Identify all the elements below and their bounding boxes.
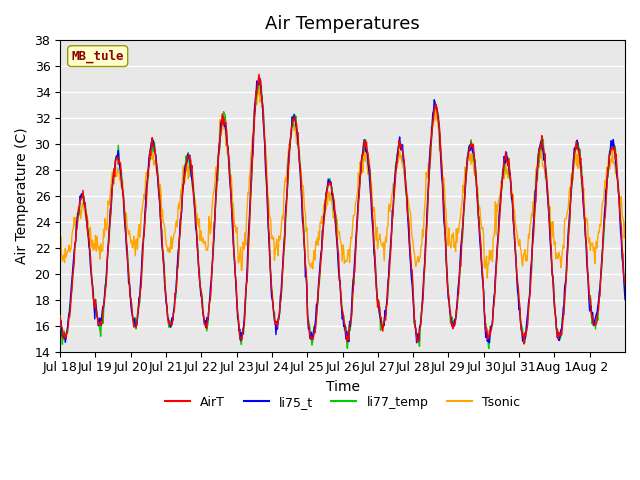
Legend: AirT, li75_t, li77_temp, Tsonic: AirT, li75_t, li77_temp, Tsonic	[160, 391, 525, 414]
X-axis label: Time: Time	[326, 380, 360, 394]
Text: MB_tule: MB_tule	[72, 49, 124, 63]
Title: Air Temperatures: Air Temperatures	[265, 15, 420, 33]
Y-axis label: Air Temperature (C): Air Temperature (C)	[15, 128, 29, 264]
